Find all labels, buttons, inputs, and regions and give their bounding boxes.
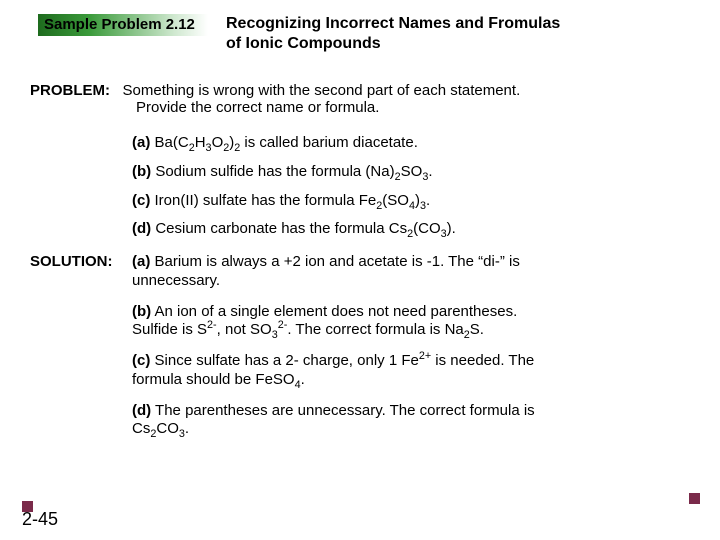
problem-items: (a) Ba(C2H3O2)2 is called barium diaceta… [132, 134, 720, 239]
t: is needed. The [431, 352, 534, 369]
item-a-tag: (a) [132, 134, 150, 151]
problem-line1: Something is wrong with the second part … [114, 82, 520, 99]
sol-a-tag: (a) [132, 253, 150, 270]
problem-block: PROBLEM: Something is wrong with the sec… [30, 82, 720, 116]
t: SO [401, 163, 423, 180]
t: ). [447, 220, 456, 237]
sample-badge: Sample Problem 2.12 [38, 14, 208, 36]
t: Sodium sulfide has the formula (Na) [151, 163, 394, 180]
slide-title: Recognizing Incorrect Names and Fromulas… [226, 14, 560, 54]
sol-d-tag: (d) [132, 402, 151, 419]
solution-b: (b) An ion of a single element does not … [132, 303, 720, 341]
sol-c-tag: (c) [132, 352, 150, 369]
t: is called barium diacetate. [240, 134, 418, 151]
page-number: 2-45 [22, 509, 58, 530]
t: , not SO [217, 321, 272, 338]
t: . The correct formula is Na [287, 321, 463, 338]
item-d-tag: (d) [132, 220, 151, 237]
t: O [212, 134, 224, 151]
item-a: (a) Ba(C2H3O2)2 is called barium diaceta… [132, 134, 720, 153]
solution-label: SOLUTION: [30, 253, 132, 270]
t: H [195, 134, 206, 151]
t: formula should be FeSO [132, 371, 295, 388]
t: . [301, 371, 305, 388]
t: Barium is always a +2 ion and acetate is… [150, 253, 519, 270]
sol-b-tag: (b) [132, 303, 151, 320]
title-line2: of Ionic Compounds [226, 35, 381, 52]
t: . [428, 163, 432, 180]
t: Since sulfate has a 2- charge, only 1 Fe [150, 352, 418, 369]
t: The parentheses are unnecessary. The cor… [151, 402, 535, 419]
t: An ion of a single element does not need… [151, 303, 517, 320]
t: Iron(II) sulfate has the formula Fe [150, 192, 376, 209]
t: (SO [382, 192, 409, 209]
item-b: (b) Sodium sulfide has the formula (Na)2… [132, 163, 720, 182]
t: Sulfide is S [132, 321, 207, 338]
solution-a: SOLUTION: (a) Barium is always a +2 ion … [30, 253, 720, 291]
solution-block: SOLUTION: (a) Barium is always a +2 ion … [30, 253, 720, 291]
solution-c: (c) Since sulfate has a 2- charge, only … [132, 352, 720, 390]
title-line1: Recognizing Incorrect Names and Fromulas [226, 15, 560, 32]
t: (CO [413, 220, 441, 237]
t: . [426, 192, 430, 209]
problem-label: PROBLEM: [30, 82, 110, 99]
header: Sample Problem 2.12 Recognizing Incorrec… [0, 0, 720, 54]
item-d: (d) Cesium carbonate has the formula Cs2… [132, 220, 720, 239]
t: Cesium carbonate has the formula Cs [151, 220, 407, 237]
t: Ba(C [150, 134, 188, 151]
t: CO [156, 420, 179, 437]
item-c-tag: (c) [132, 192, 150, 209]
t: Cs [132, 420, 150, 437]
t: unnecessary. [132, 272, 220, 289]
t: S. [470, 321, 484, 338]
item-b-tag: (b) [132, 163, 151, 180]
decoration-square-right [689, 493, 700, 504]
solution-d: (d) The parentheses are unnecessary. The… [132, 402, 720, 440]
problem-line2: Provide the correct name or formula. [136, 99, 720, 116]
t: . [185, 420, 189, 437]
solution-a-text: (a) Barium is always a +2 ion and acetat… [132, 253, 720, 291]
item-c: (c) Iron(II) sulfate has the formula Fe2… [132, 192, 720, 211]
